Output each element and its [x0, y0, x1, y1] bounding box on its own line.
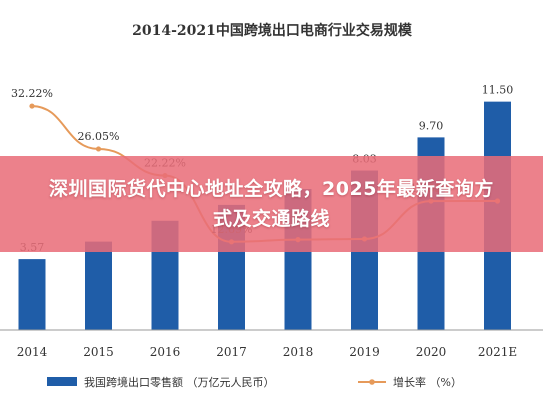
overlay-banner: 深圳国际货代中心地址全攻略，2025年最新查询方式及交通路线 — [0, 156, 543, 252]
bar-value-label: 9.70 — [419, 119, 444, 132]
x-tick-label: 2021E — [478, 345, 517, 359]
growth-point — [29, 103, 35, 109]
x-tick-label: 2020 — [416, 345, 447, 359]
x-tick-label: 2017 — [216, 345, 247, 359]
x-tick-label: 2018 — [283, 345, 314, 359]
x-tick-label: 2019 — [349, 345, 380, 359]
legend: 我国跨境出口零售额 （万亿元人民币） 增长率 （%） — [47, 375, 462, 389]
growth-value-label: 32.22% — [11, 87, 53, 100]
legend-swatch-bar — [47, 377, 77, 386]
x-tick-label: 2014 — [17, 345, 48, 359]
bar-2015 — [85, 241, 112, 330]
x-axis: 2014 2015 2016 2017 2018 2019 2020 2021E — [0, 329, 543, 359]
chart-title: 2014-2021中国跨境出口电商行业交易规模 — [132, 22, 413, 39]
banner-title: 深圳国际货代中心地址全攻略，2025年最新查询方式及交通路线 — [49, 178, 494, 230]
legend-marker-line — [369, 379, 375, 385]
legend-label-line: 增长率 （%） — [393, 375, 462, 389]
x-tick-label: 2016 — [150, 345, 181, 359]
legend-label-bar: 我国跨境出口零售额 （万亿元人民币） — [84, 375, 275, 389]
growth-point — [95, 146, 102, 152]
bar-value-label: 11.50 — [482, 84, 514, 97]
x-tick-label: 2015 — [83, 345, 114, 359]
bar-2014 — [18, 259, 46, 330]
growth-value-label: 26.05% — [78, 130, 120, 143]
